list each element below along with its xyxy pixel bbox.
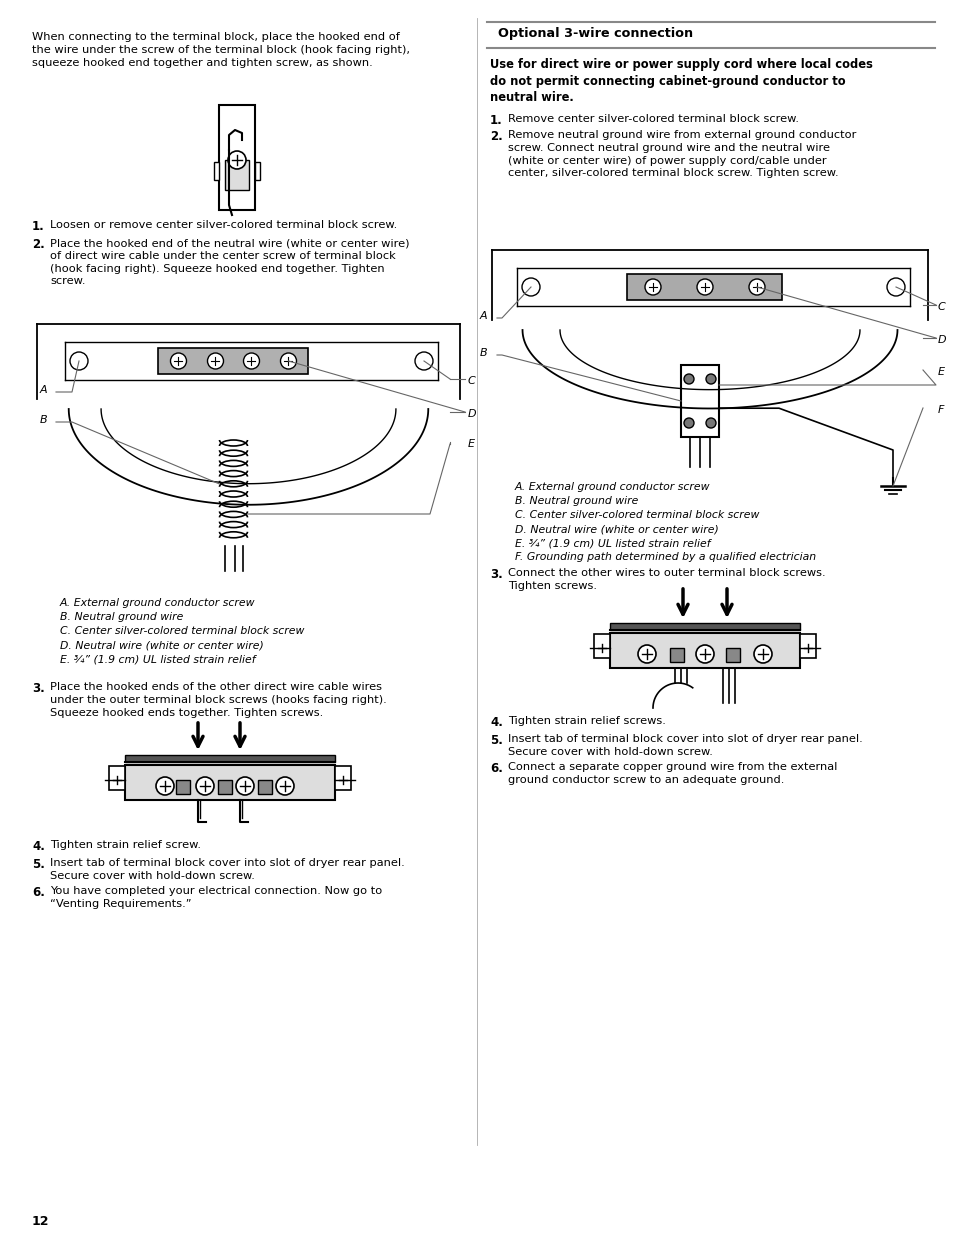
Text: Remove neutral ground wire from external ground conductor
screw. Connect neutral: Remove neutral ground wire from external… [507,130,856,178]
Circle shape [195,777,213,795]
Text: 4.: 4. [32,840,45,853]
Bar [109,766,125,790]
Text: 6.: 6. [32,885,45,899]
Text: D. Neutral wire (white or center wire): D. Neutral wire (white or center wire) [515,524,718,534]
Text: B: B [479,348,487,358]
Text: E: E [937,367,944,377]
Text: Insert tab of terminal block cover into slot of dryer rear panel.
Secure cover w: Insert tab of terminal block cover into … [50,858,404,881]
Text: F. Grounding path determined by a qualified electrician: F. Grounding path determined by a qualif… [515,552,815,562]
Circle shape [683,374,693,384]
Bar [257,781,272,794]
Circle shape [208,353,223,369]
Bar [125,755,335,762]
Text: Place the hooked end of the neutral wire (white or center wire)
of direct wire c: Place the hooked end of the neutral wire… [50,238,409,287]
Text: F: F [937,405,943,415]
Bar [594,634,609,658]
Circle shape [70,352,88,370]
Bar [225,161,249,190]
Bar [213,162,219,180]
Text: 12: 12 [32,1215,50,1228]
Bar [609,622,800,630]
Bar [218,781,232,794]
Text: 5.: 5. [32,858,45,871]
Circle shape [415,352,433,370]
Circle shape [171,353,186,369]
Text: B: B [40,415,48,425]
Text: 4.: 4. [490,716,502,729]
Bar [158,348,308,374]
Text: 2.: 2. [490,130,502,143]
Text: A. External ground conductor screw: A. External ground conductor screw [515,482,710,492]
Text: 1.: 1. [32,220,45,233]
Text: Optional 3-wire connection: Optional 3-wire connection [497,27,693,40]
Circle shape [235,777,253,795]
Text: 2.: 2. [32,238,45,251]
Text: Connect a separate copper ground wire from the external
ground conductor screw t: Connect a separate copper ground wire fr… [507,762,837,784]
Circle shape [705,417,716,429]
Text: E. ¾” (1.9 cm) UL listed strain relief: E. ¾” (1.9 cm) UL listed strain relief [60,655,255,664]
Bar [669,648,683,662]
Bar [725,648,740,662]
Bar [800,634,815,658]
Text: 3.: 3. [490,568,502,580]
Text: B. Neutral ground wire: B. Neutral ground wire [515,496,638,506]
Text: C. Center silver-colored terminal block screw: C. Center silver-colored terminal block … [60,626,304,636]
Text: Tighten strain relief screws.: Tighten strain relief screws. [507,716,665,726]
Text: C: C [937,303,944,312]
Text: When connecting to the terminal block, place the hooked end of
the wire under th: When connecting to the terminal block, p… [32,32,410,68]
Bar [335,766,351,790]
Circle shape [280,353,296,369]
Circle shape [748,279,764,295]
Circle shape [156,777,173,795]
Bar [254,162,260,180]
Circle shape [638,645,656,663]
Circle shape [697,279,712,295]
Text: D: D [937,335,945,345]
Text: Use for direct wire or power supply cord where local codes
do not permit connect: Use for direct wire or power supply cord… [490,58,872,104]
Text: Connect the other wires to outer terminal block screws.
Tighten screws.: Connect the other wires to outer termina… [507,568,824,590]
Bar [175,781,190,794]
Text: Place the hooked ends of the other direct wire cable wires
under the outer termi: Place the hooked ends of the other direc… [50,682,386,718]
Text: Remove center silver-colored terminal block screw.: Remove center silver-colored terminal bl… [507,114,799,124]
Circle shape [696,645,713,663]
Text: D: D [468,409,476,419]
Text: A: A [479,311,487,321]
Circle shape [275,777,294,795]
Text: C: C [468,375,476,387]
Text: Tighten strain relief screw.: Tighten strain relief screw. [50,840,201,850]
Text: A. External ground conductor screw: A. External ground conductor screw [60,598,255,608]
Text: 5.: 5. [490,734,502,747]
Circle shape [886,278,904,296]
Circle shape [683,417,693,429]
Text: D. Neutral wire (white or center wire): D. Neutral wire (white or center wire) [60,640,263,650]
Text: E. ¾” (1.9 cm) UL listed strain relief: E. ¾” (1.9 cm) UL listed strain relief [515,538,710,548]
Text: 6.: 6. [490,762,502,776]
Circle shape [644,279,660,295]
Bar [219,105,254,210]
Text: 1.: 1. [490,114,502,127]
Text: 3.: 3. [32,682,45,695]
Bar [680,366,719,437]
Text: B. Neutral ground wire: B. Neutral ground wire [60,613,183,622]
Circle shape [228,151,246,169]
Text: Insert tab of terminal block cover into slot of dryer rear panel.
Secure cover w: Insert tab of terminal block cover into … [507,734,862,757]
Text: You have completed your electrical connection. Now go to
“Venting Requirements.”: You have completed your electrical conne… [50,885,382,909]
Circle shape [243,353,259,369]
Circle shape [753,645,771,663]
Circle shape [705,374,716,384]
Bar [627,274,781,300]
Bar [125,764,335,800]
Bar [609,634,800,668]
Text: C. Center silver-colored terminal block screw: C. Center silver-colored terminal block … [515,510,759,520]
Bar [125,755,335,762]
Text: A: A [40,385,48,395]
Text: Loosen or remove center silver-colored terminal block screw.: Loosen or remove center silver-colored t… [50,220,396,230]
Text: E: E [468,438,475,450]
Circle shape [521,278,539,296]
